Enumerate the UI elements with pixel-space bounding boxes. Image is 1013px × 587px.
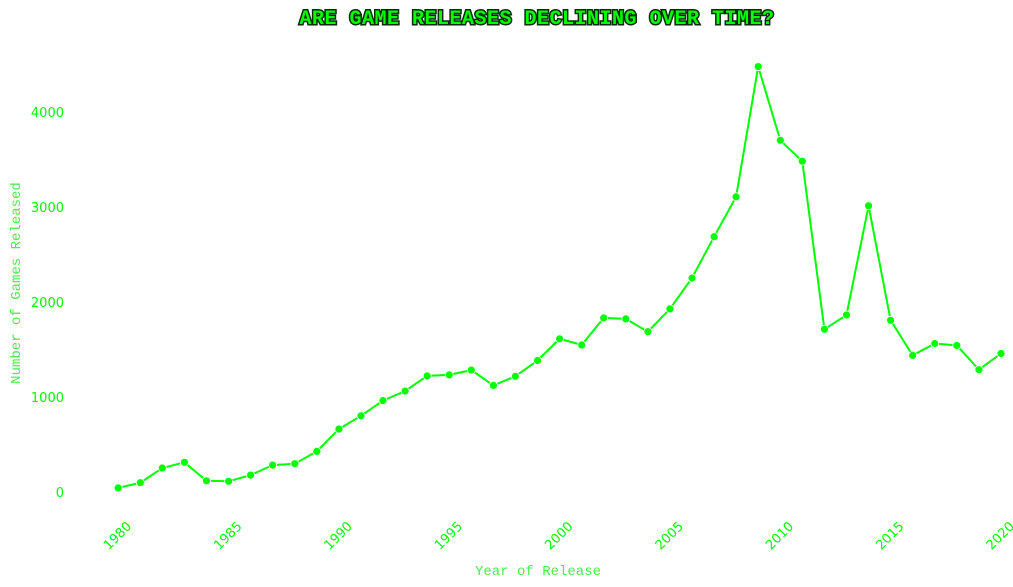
- data-point: [135, 478, 145, 488]
- data-point: [466, 365, 476, 375]
- data-point: [577, 340, 587, 350]
- data-point: [797, 156, 807, 166]
- data-point: [378, 396, 388, 406]
- y-axis-label: Number of Games Released: [9, 182, 25, 384]
- data-point: [444, 370, 454, 380]
- data-point: [488, 380, 498, 390]
- data-point: [775, 135, 785, 145]
- data-point: [113, 483, 123, 493]
- data-point: [864, 201, 873, 211]
- data-point: [334, 424, 344, 434]
- series-line: [117, 66, 1002, 489]
- data-point: [908, 350, 918, 360]
- x-tick-label: 2015: [873, 519, 907, 553]
- x-tick-label: 2005: [653, 519, 687, 553]
- chart-title: ARE GAME RELEASES DECLINING OVER TIME?: [299, 8, 774, 31]
- y-tick-label: 4000: [31, 106, 64, 121]
- data-point: [842, 310, 851, 320]
- data-point: [290, 459, 300, 469]
- data-point: [356, 411, 366, 421]
- x-tick-label: 2000: [542, 519, 576, 553]
- data-point: [400, 386, 410, 396]
- data-point: [665, 304, 675, 314]
- data-point: [731, 192, 741, 202]
- data-point: [820, 324, 829, 334]
- data-point: [533, 356, 542, 366]
- data-point: [643, 327, 653, 337]
- data-point: [224, 476, 234, 486]
- y-tick-label: 3000: [31, 201, 64, 216]
- data-point: [974, 365, 984, 375]
- data-point: [930, 339, 940, 348]
- y-axis: 0 1000 2000 3000 4000: [31, 106, 64, 501]
- x-tick-label: 1995: [432, 519, 466, 553]
- data-point: [555, 334, 564, 344]
- data-point: [268, 460, 278, 470]
- data-point: [709, 232, 719, 242]
- data-point: [511, 371, 520, 381]
- data-point: [621, 314, 631, 324]
- y-tick-label: 1000: [31, 391, 64, 406]
- x-tick-label: 1990: [322, 519, 356, 553]
- data-points: [113, 62, 1006, 493]
- data-point: [246, 470, 256, 480]
- data-point: [687, 273, 697, 283]
- x-axis: 1980 1985 1990 1995 2000 2005 2010 2015 2020: [101, 519, 1013, 553]
- data-point: [179, 457, 189, 467]
- data-point: [952, 340, 962, 350]
- x-tick-label: 1980: [101, 519, 135, 553]
- data-point: [422, 371, 432, 381]
- data-point: [202, 476, 211, 486]
- x-tick-label: 1985: [211, 519, 245, 553]
- x-axis-label: Year of Release: [475, 564, 601, 580]
- x-tick-label: 2020: [984, 519, 1013, 553]
- x-tick-label: 2010: [763, 519, 797, 553]
- data-point: [996, 349, 1006, 358]
- data-point: [886, 315, 895, 325]
- data-point: [599, 313, 609, 323]
- y-tick-label: 0: [56, 486, 64, 501]
- data-point: [753, 62, 763, 71]
- data-point: [157, 463, 167, 473]
- y-tick-label: 2000: [31, 296, 64, 311]
- data-point: [312, 446, 322, 456]
